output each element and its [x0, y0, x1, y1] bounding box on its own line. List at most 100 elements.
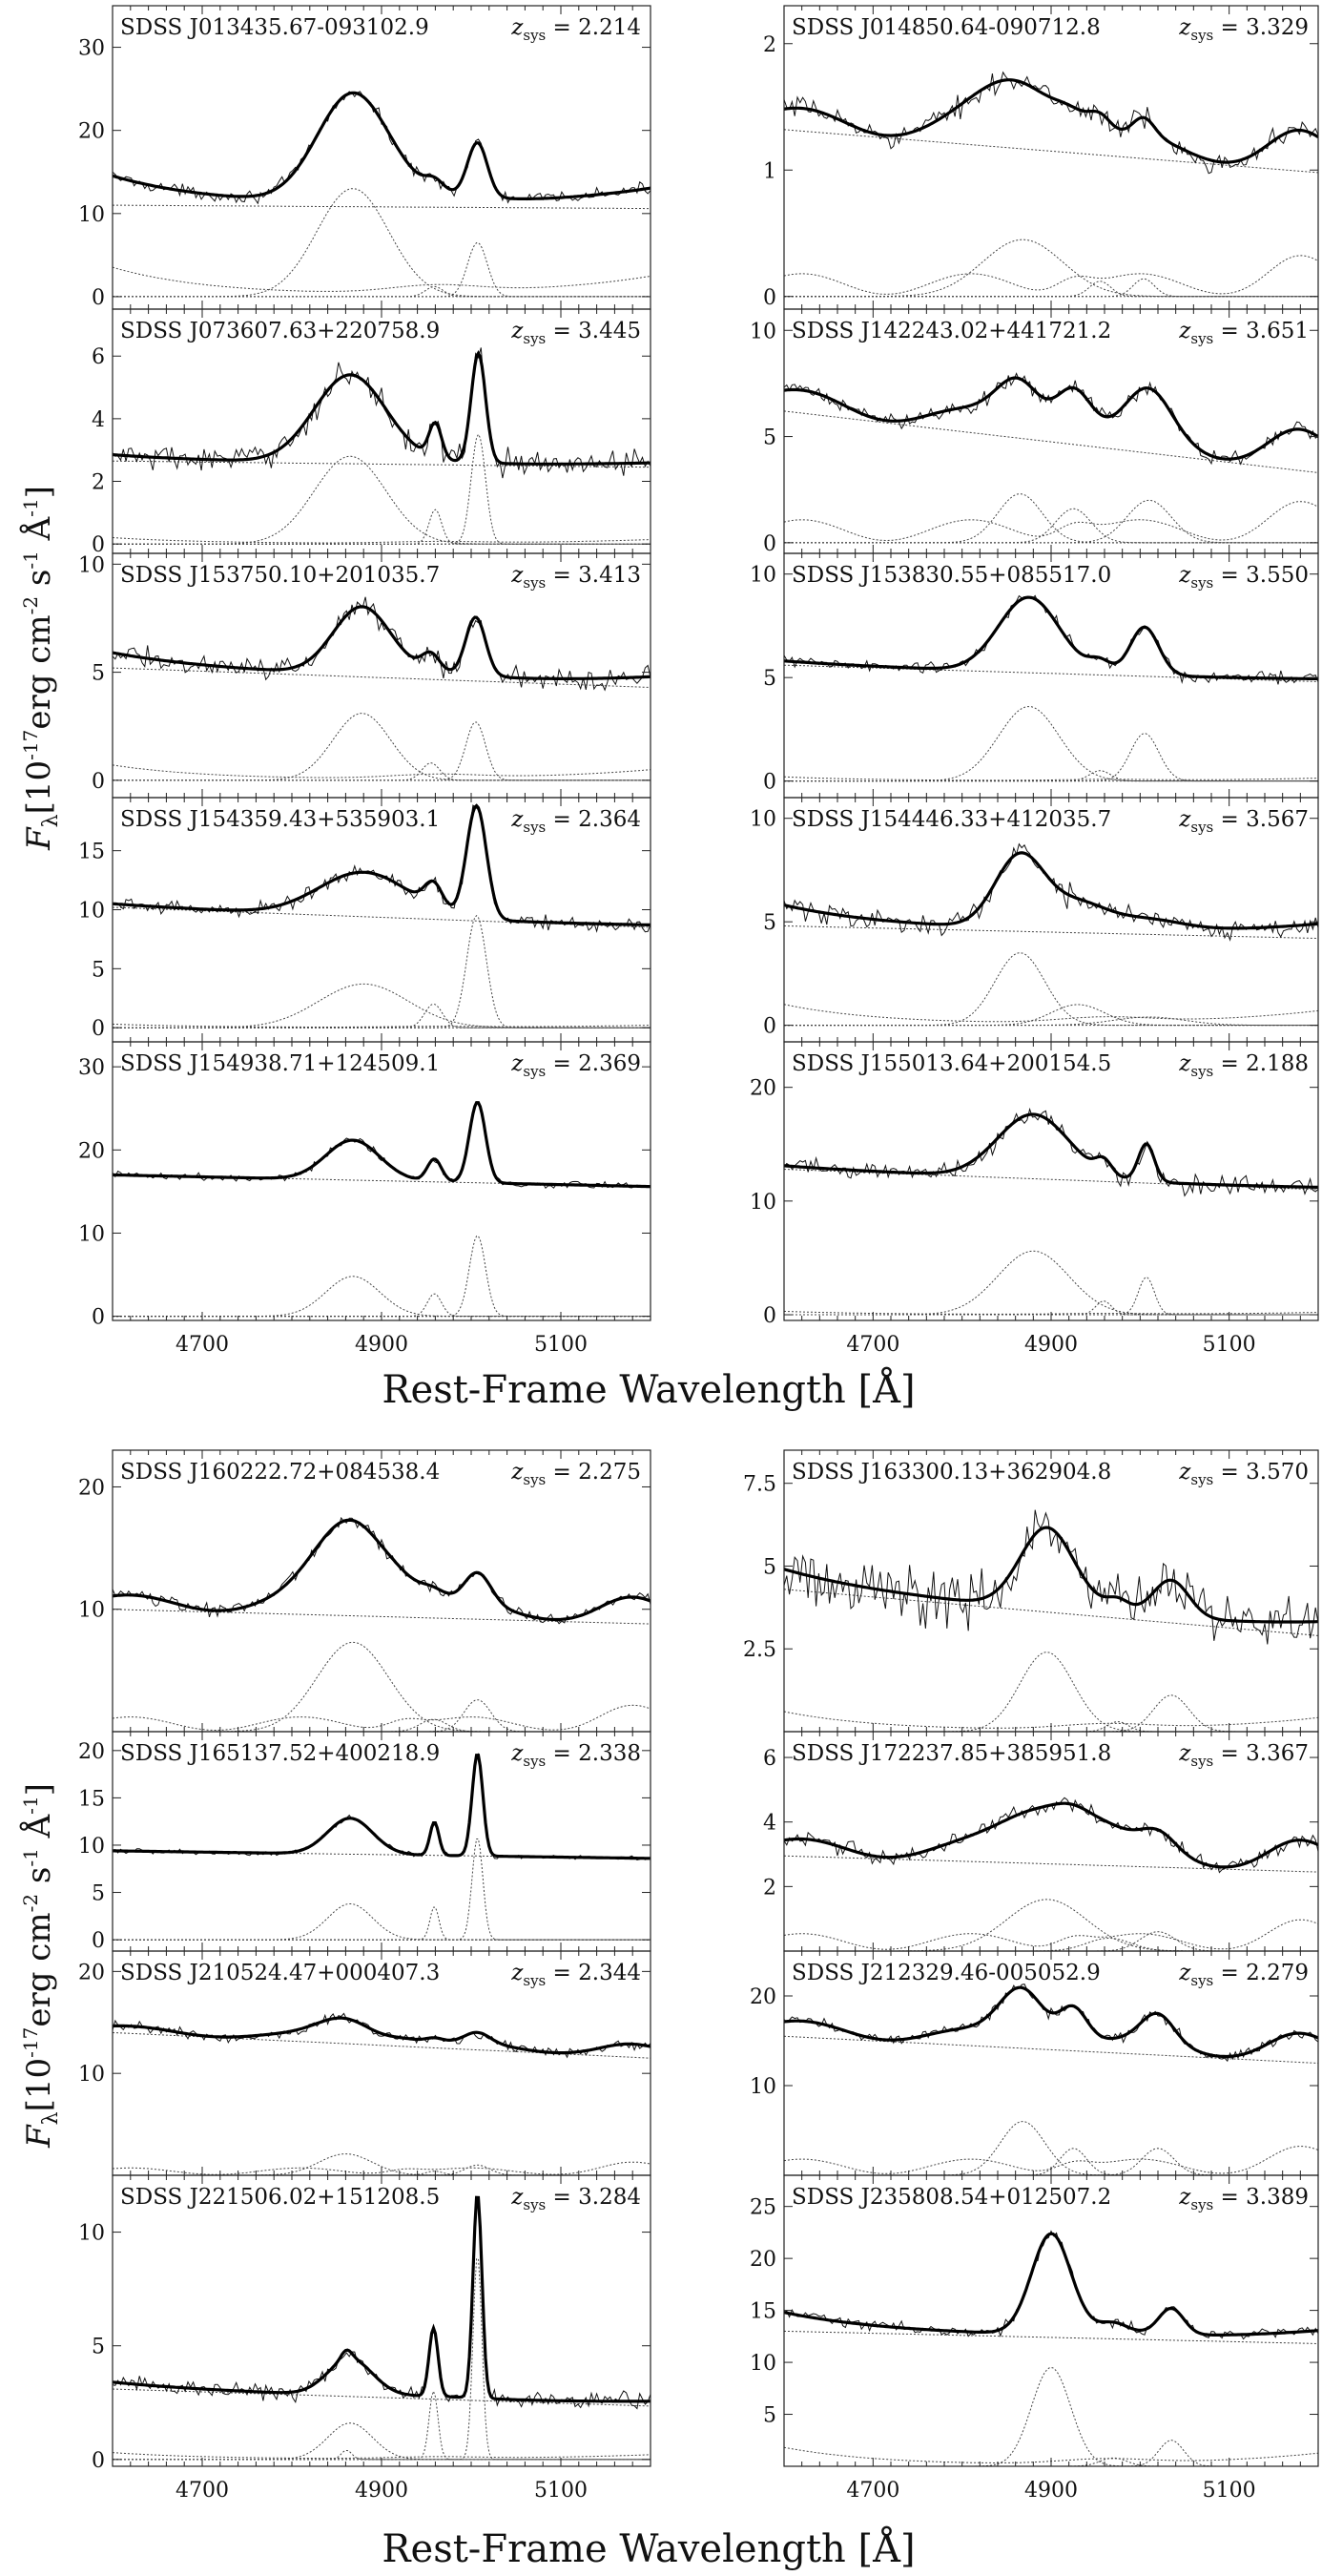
redshift-label: zsys = 3.567 — [1178, 807, 1309, 836]
component-line — [784, 2366, 1318, 2466]
object-name: SDSS J013435.67-093102.9 — [120, 15, 429, 40]
component-line — [784, 1652, 1318, 1732]
redshift-label: zsys = 2.364 — [510, 807, 641, 836]
plot-area — [113, 347, 651, 545]
object-name: SDSS J212329.46-005052.9 — [792, 1961, 1101, 1985]
y-tick-label: 20 — [78, 1139, 105, 1163]
panel-frame — [783, 5, 1319, 310]
y-tick-label: 6 — [763, 1747, 776, 1771]
x-tick-label: 4900 — [355, 1333, 408, 1357]
component-line — [784, 255, 1318, 295]
component-line — [113, 1276, 651, 1318]
y-tick-label: 0 — [92, 770, 105, 794]
panel-frame — [112, 5, 651, 310]
y-tick-label: 5 — [763, 911, 776, 935]
ylabel-bottom: Fλ[10-17erg cm-2 s-1 Å-1] — [19, 1783, 63, 2149]
model-fit — [113, 1518, 651, 1622]
y-tick-label: 10 — [750, 320, 776, 343]
plot-area — [113, 1101, 651, 1318]
model-fit — [784, 78, 1318, 164]
y-tick-label: 4 — [92, 408, 105, 432]
y-tick-label: 10 — [78, 2063, 105, 2087]
y-tick-label: 5 — [92, 1882, 105, 1906]
component-line — [784, 493, 1318, 544]
y-tick-label: 5 — [92, 958, 105, 982]
observed-spectrum — [784, 1797, 1318, 1874]
object-name: SDSS J153830.55+085517.0 — [792, 563, 1111, 588]
y-tick-label: 0 — [763, 771, 776, 795]
plot-area — [113, 1516, 651, 1732]
object-name: SDSS J142243.02+441721.2 — [792, 319, 1111, 343]
plot-area — [113, 91, 651, 298]
component-line — [784, 1016, 1318, 1027]
y-tick-label: 0 — [92, 1306, 105, 1330]
panel-frame — [783, 2174, 1319, 2467]
plot-area — [784, 1107, 1318, 1316]
x-tick-label: 4700 — [176, 1333, 229, 1357]
component-line — [784, 733, 1318, 782]
object-name: SDSS J163300.13+362904.8 — [792, 1460, 1111, 1485]
observed-spectrum — [784, 1107, 1318, 1197]
component-line — [784, 1250, 1318, 1316]
y-tick-label: 10 — [750, 2352, 776, 2376]
component-line — [113, 509, 651, 545]
model-fit — [784, 595, 1318, 681]
model-fit — [113, 1754, 651, 1860]
y-tick-label: 2 — [763, 33, 776, 57]
spectrum-panel: 0 5 10 SDSS J154446.33+412035.7 zsys = 3.567 — [750, 797, 1319, 1043]
panel-frame — [112, 1449, 651, 1733]
y-tick-label: 15 — [750, 2300, 776, 2324]
y-tick-label: 10 — [750, 564, 776, 588]
component-line — [784, 239, 1318, 298]
model-fit — [784, 376, 1318, 461]
model-fit — [784, 851, 1318, 930]
redshift-label: zsys = 2.275 — [510, 1460, 641, 1488]
spectrum-panel: 0 5 10 4700 4900 5100 SDSS J221506.02+151208.5… — [78, 2174, 651, 2503]
object-name: SDSS J155013.64+200154.5 — [792, 1051, 1111, 1076]
continuum-line — [784, 925, 1318, 939]
y-tick-label: 0 — [92, 1017, 105, 1041]
y-tick-label: 10 — [78, 1835, 105, 1859]
y-tick-label: 2.5 — [743, 1638, 776, 1662]
continuum-line — [784, 410, 1318, 473]
object-name: SDSS J014850.64-090712.8 — [792, 15, 1101, 40]
x-tick-label: 4900 — [1024, 2479, 1078, 2503]
y-tick-label: 20 — [750, 2248, 776, 2272]
redshift-label: zsys = 3.570 — [1178, 1460, 1309, 1488]
ylabel-top: Fλ[10-17erg cm-2 s-1 Å-1] — [19, 486, 63, 851]
spectrum-panel: 0 5 10 15 SDSS J154359.43+535903.1 zsys = 2.3… — [78, 797, 651, 1043]
observed-spectrum — [784, 1509, 1318, 1645]
component-line — [113, 1023, 651, 1028]
y-tick-label: 0 — [763, 1015, 776, 1039]
spectrum-panel: 0 2 4 6 SDSS J073607.63+220758.9 zsys = 3.445 — [92, 308, 651, 557]
continuum-line — [784, 1855, 1318, 1873]
model-fit — [113, 349, 651, 466]
component-line — [113, 1906, 651, 1941]
component-line — [113, 2452, 651, 2460]
component-line — [784, 278, 1318, 298]
object-name: SDSS J210524.47+000407.3 — [120, 1961, 440, 1985]
redshift-label: zsys = 2.279 — [1178, 1961, 1309, 1989]
y-tick-label: 20 — [750, 1077, 776, 1101]
spectrum-panel: 5 10 15 20 25 4700 4900 5100 SDSS J235808.54+012… — [750, 2174, 1319, 2503]
continuum-line — [784, 1589, 1318, 1636]
observed-spectrum — [784, 842, 1318, 942]
y-tick-label: 10 — [78, 899, 105, 923]
object-name: SDSS J235808.54+012507.2 — [792, 2185, 1111, 2210]
x-tick-label: 5100 — [1203, 2479, 1256, 2503]
y-tick-label: 0 — [763, 1304, 776, 1328]
object-name: SDSS J172237.85+385951.8 — [792, 1741, 1111, 1766]
observed-spectrum — [784, 594, 1318, 685]
y-tick-label: 5 — [763, 667, 776, 691]
redshift-label: zsys = 3.329 — [1178, 15, 1309, 44]
component-line — [113, 764, 651, 779]
plot-area — [784, 2230, 1318, 2466]
model-fit — [784, 1801, 1318, 1869]
component-line — [784, 501, 1318, 541]
component-line — [784, 1004, 1318, 1023]
panel-frame — [783, 1449, 1319, 1733]
object-name: SDSS J073607.63+220758.9 — [120, 319, 440, 343]
spectrum-panel: 0 10 20 4700 4900 5100 SDSS J155013.64+200154.… — [750, 1041, 1319, 1357]
redshift-label: zsys = 3.413 — [510, 563, 641, 592]
y-tick-label: 2 — [92, 471, 105, 495]
